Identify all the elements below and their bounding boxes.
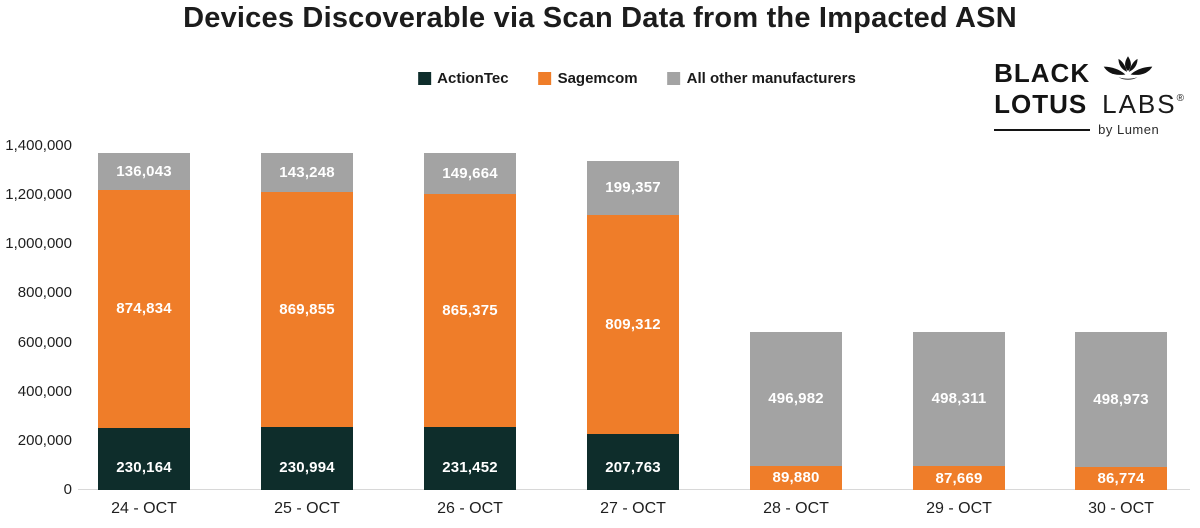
- legend-label-all-other-manufacturers: All other manufacturers: [686, 70, 856, 87]
- bar-27-oct-actiontec-segment: 207,763: [587, 433, 679, 490]
- x-axis-label-29-oct: 29 - OCT: [926, 500, 992, 517]
- bar-24-oct-actiontec-segment: 230,164: [98, 427, 190, 490]
- bar-27-oct-sagemcom-segment: 809,312: [587, 214, 679, 434]
- x-axis-label-24-oct: 24 - OCT: [111, 500, 177, 517]
- legend-item-all-other-manufacturers: All other manufacturers: [667, 70, 856, 87]
- bar-30-oct-sagemcom-segment: 86,774: [1075, 466, 1167, 490]
- bar-24-oct-actiontec-value-label: 230,164: [116, 458, 172, 476]
- logo-byline: by Lumen: [1098, 122, 1160, 137]
- x-axis-label-28-oct: 28 - OCT: [763, 500, 829, 517]
- bar-27-oct-all-other-manufacturers-segment: 199,357: [587, 160, 679, 215]
- chart-title: Devices Discoverable via Scan Data from …: [183, 2, 1017, 34]
- bar-25-oct-actiontec-segment: 230,994: [261, 427, 353, 490]
- y-axis-tick-0: 0: [63, 481, 72, 498]
- y-axis-tick-800000: 800,000: [17, 284, 72, 302]
- bar-29-oct-sagemcom-value-label: 87,669: [935, 469, 983, 487]
- bar-26-oct-actiontec-segment: 231,452: [424, 427, 516, 490]
- bar-29-oct-all-other-manufacturers-value-label: 498,311: [931, 390, 987, 408]
- bar-30-oct-all-other-manufacturers-value-label: 498,973: [1093, 390, 1149, 408]
- black-lotus-labs-logo: BLACK LOTUS LABS® by Lumen: [994, 56, 1184, 137]
- legend-item-actiontec: ActionTec: [418, 70, 509, 87]
- bar-26-oct-all-other-manufacturers-segment: 149,664: [424, 153, 516, 194]
- bar-26-oct-all-other-manufacturers-value-label: 149,664: [442, 165, 498, 183]
- lotus-icon: [1103, 56, 1153, 80]
- y-axis-tick-200000: 200,000: [17, 431, 72, 449]
- x-axis-label-30-oct: 30 - OCT: [1088, 500, 1154, 517]
- registered-mark: ®: [1176, 93, 1184, 104]
- x-axis-label-25-oct: 25 - OCT: [274, 500, 340, 517]
- bar-27-oct-sagemcom-value-label: 809,312: [605, 315, 661, 333]
- x-axis-label-26-oct: 26 - OCT: [437, 500, 503, 517]
- bar-24-oct-sagemcom-segment: 874,834: [98, 190, 190, 428]
- y-axis-tick-1000000: 1,000,000: [5, 235, 72, 253]
- bar-30-oct-sagemcom-value-label: 86,774: [1097, 469, 1145, 487]
- bar-25-oct-all-other-manufacturers-segment: 143,248: [261, 153, 353, 193]
- bar-27-oct-actiontec-value-label: 207,763: [605, 458, 661, 476]
- bar-25-oct-sagemcom-segment: 869,855: [261, 192, 353, 428]
- bar-26-oct-actiontec-value-label: 231,452: [442, 458, 498, 476]
- bar-28-oct-all-other-manufacturers-segment: 496,982: [750, 331, 842, 466]
- bar-24-oct-all-other-manufacturers-value-label: 136,043: [116, 163, 172, 181]
- bar-28-oct-all-other-manufacturers-value-label: 496,982: [768, 390, 824, 408]
- bar-24-oct-sagemcom-value-label: 874,834: [116, 300, 172, 318]
- bar-25-oct-actiontec-value-label: 230,994: [279, 458, 335, 476]
- legend-label-sagemcom: Sagemcom: [557, 70, 638, 87]
- legend: ActionTec Sagemcom All other manufacture…: [418, 70, 856, 87]
- bar-26-oct-sagemcom-segment: 865,375: [424, 193, 516, 428]
- y-axis-tick-1200000: 1,200,000: [5, 186, 72, 204]
- legend-label-actiontec: ActionTec: [437, 70, 509, 87]
- bar-25-oct-sagemcom-value-label: 869,855: [279, 301, 335, 319]
- all-other-manufacturers-legend-swatch-icon: [667, 72, 681, 85]
- logo-labs-text: LABS®: [1102, 89, 1184, 119]
- bar-30-oct-all-other-manufacturers-segment: 498,973: [1075, 331, 1167, 467]
- y-axis-tick-1400000: 1,400,000: [5, 137, 72, 154]
- x-axis-label-27-oct: 27 - OCT: [600, 500, 666, 517]
- bar-25-oct-all-other-manufacturers-value-label: 143,248: [279, 164, 335, 182]
- y-axis-tick-400000: 400,000: [17, 382, 72, 400]
- actiontec-legend-swatch-icon: [418, 72, 432, 85]
- bar-26-oct-sagemcom-value-label: 865,375: [442, 302, 498, 320]
- sagemcom-legend-swatch-icon: [538, 72, 552, 85]
- bar-28-oct-sagemcom-segment: 89,880: [750, 465, 842, 490]
- bar-24-oct-all-other-manufacturers-segment: 136,043: [98, 153, 190, 191]
- bar-29-oct-sagemcom-segment: 87,669: [913, 466, 1005, 490]
- y-axis-tick-600000: 600,000: [17, 333, 72, 351]
- logo-lotus-text: LOTUS: [994, 89, 1088, 119]
- bar-27-oct-all-other-manufacturers-value-label: 199,357: [605, 179, 661, 197]
- bar-28-oct-sagemcom-value-label: 89,880: [772, 469, 820, 487]
- legend-item-sagemcom: Sagemcom: [538, 70, 638, 87]
- logo-black-text: BLACK: [994, 58, 1091, 88]
- logo-divider-line: [994, 128, 1091, 131]
- bar-29-oct-all-other-manufacturers-segment: 498,311: [913, 331, 1005, 467]
